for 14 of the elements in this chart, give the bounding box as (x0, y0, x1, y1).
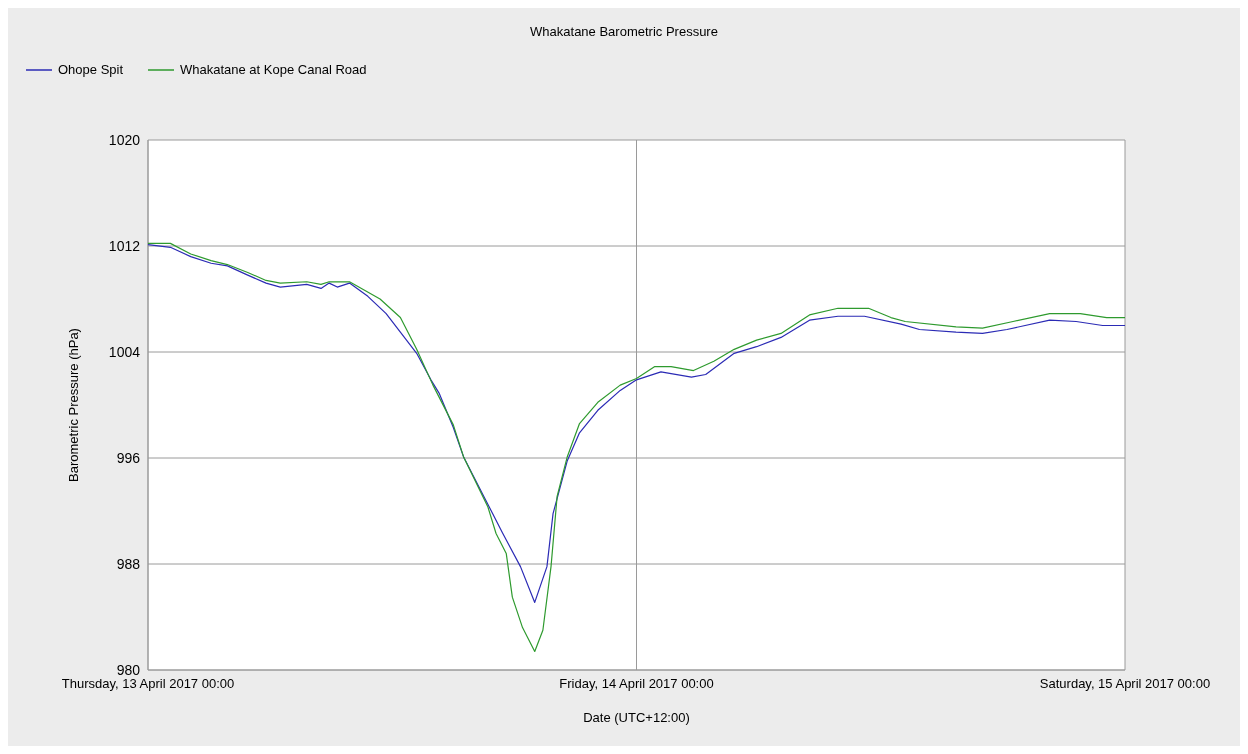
y-tick-label: 988 (116, 556, 141, 572)
x-tick-label: Friday, 14 April 2017 00:00 (559, 676, 714, 691)
y-axis-title: Barometric Pressure (hPa) (66, 328, 81, 482)
legend-label: Whakatane at Kope Canal Road (180, 62, 367, 77)
x-tick-label: Saturday, 15 April 2017 00:00 (1039, 676, 1211, 691)
x-axis-title: Date (UTC+12:00) (583, 710, 690, 725)
chart-title: Whakatane Barometric Pressure (530, 24, 718, 39)
x-tick-label: Thursday, 13 April 2017 00:00 (61, 676, 235, 691)
y-tick-label: 996 (116, 450, 141, 466)
y-tick-label: 1020 (108, 132, 141, 148)
y-tick-label: 980 (116, 662, 141, 678)
y-tick-label: 1004 (108, 344, 141, 360)
y-tick-label: 1012 (108, 238, 141, 254)
legend-label: Ohope Spit (58, 62, 124, 77)
